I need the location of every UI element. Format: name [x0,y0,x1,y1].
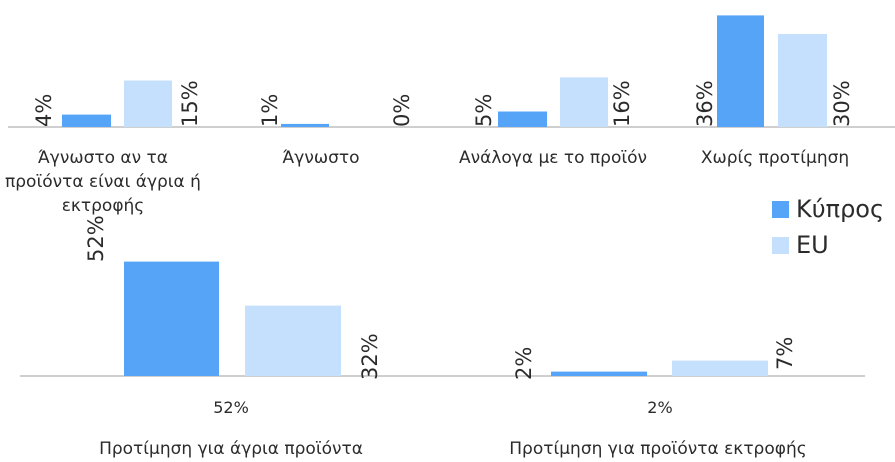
category-label: Προτίμηση για άγρια προϊόντα [99,439,363,459]
bar-p1-c4-eu [778,34,827,127]
data-label-p2-c1-s2: 32% [358,333,382,380]
data-label-p1-c2-s1: 1% [258,94,282,127]
legend-swatch-1 [772,201,789,218]
bar-p2-c2-eu [672,360,768,376]
category-label: Άγνωστο [283,148,360,168]
data-label-p1-c1-s1: 4% [32,94,56,127]
data-label-p1-c4-s1: 36% [693,80,717,127]
category-label: Ανάλογα με το προϊόν [459,148,647,168]
extra-value-label: 52% [213,398,249,417]
labels: 4% 15% Άγνωστο αν τα προϊόντα είναι άγρια ή… [5,80,854,459]
legend-label-2: EU [796,231,829,259]
category-label: Προτίμηση για προϊόντα εκτροφής [509,439,806,459]
data-label-p1-c3-s2: 16% [610,80,634,127]
bar-p2-c2-cyprus [551,371,647,376]
bar-p1-c1-eu [124,80,172,127]
bar-p2-c1-eu [245,305,341,376]
data-label-p1-c2-s2: 0% [390,94,414,127]
bar-p1-c1-cyprus [62,114,111,127]
bars [62,15,827,376]
bar-p2-c1-cyprus [124,261,219,376]
data-label-p2-c1-s1: 52% [84,215,108,262]
data-label-p1-c1-s2: 15% [178,80,202,127]
extra-value-label: 2% [647,398,672,417]
data-label-p1-c4-s2: 30% [830,80,854,127]
legend-swatch-2 [772,237,789,254]
bar-p1-c2-cyprus [281,123,329,127]
data-label-p2-c2-s2: 7% [773,337,797,370]
bar-p1-c3-eu [560,77,608,127]
bar-p1-c4-cyprus [717,15,764,127]
data-label-p2-c2-s1: 2% [512,347,536,380]
category-label: Χωρίς προτίμηση [701,148,849,168]
bar-p1-c3-cyprus [498,111,547,127]
legend-label-1: Κύπρος [796,195,884,223]
data-label-p1-c3-s1: 5% [472,94,496,127]
category-label: Άγνωστο αν τα προϊόντα είναι άγρια ή εκτρο… [5,148,201,216]
legend: Κύπρος EU [772,195,884,259]
